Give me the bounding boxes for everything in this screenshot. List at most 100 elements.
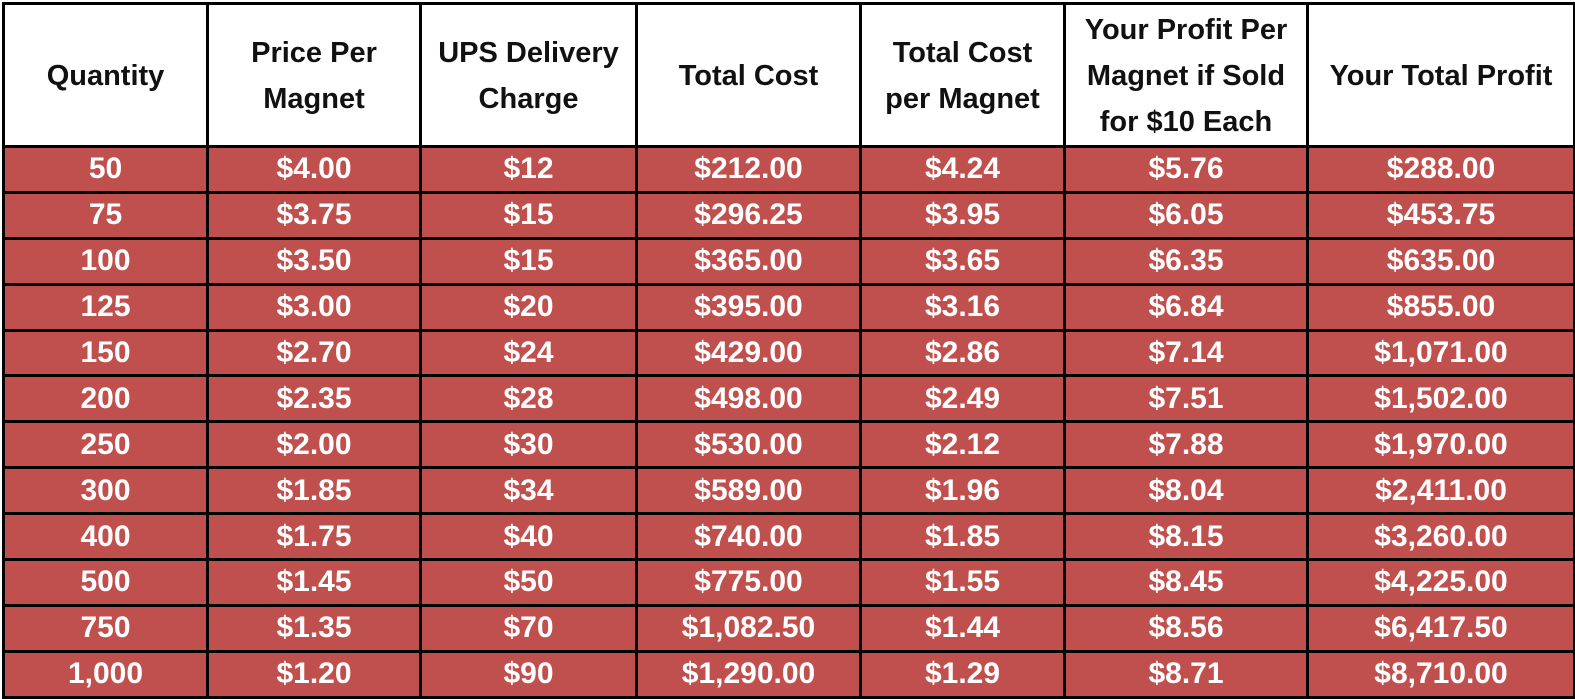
col-header-quantity-label: Quantity bbox=[46, 60, 165, 92]
table-row: 75 $3.75 $15 $296.25 $3.95 $6.05 $453.75 bbox=[2, 190, 1575, 240]
cell-price-per-magnet: $1.20 bbox=[206, 649, 422, 699]
cell-total-cost-per-magnet: $3.65 bbox=[859, 236, 1066, 286]
col-header-total-cost-per-magnet-label: Total Cost per Magnet bbox=[885, 37, 1040, 115]
table-row: 200 $2.35 $28 $498.00 $2.49 $7.51 $1,502.00 bbox=[2, 374, 1575, 424]
col-header-ups-delivery-charge: UPS Delivery Charge bbox=[419, 2, 638, 148]
table-row: 400 $1.75 $40 $740.00 $1.85 $8.15 $3,260.00 bbox=[2, 512, 1575, 562]
table-row: 300 $1.85 $34 $589.00 $1.96 $8.04 $2,411.00 bbox=[2, 466, 1575, 516]
cell-total-profit: $3,260.00 bbox=[1306, 512, 1575, 562]
cell-price-per-magnet: $1.85 bbox=[206, 466, 422, 516]
col-header-price-per-magnet: Price Per Magnet bbox=[206, 2, 422, 148]
header-row: Quantity Price Per Magnet UPS Delivery Cha… bbox=[2, 2, 1575, 148]
cell-total-cost: $429.00 bbox=[635, 328, 862, 378]
cell-price-per-magnet: $3.50 bbox=[206, 236, 422, 286]
cell-total-cost: $498.00 bbox=[635, 374, 862, 424]
cell-quantity: 100 bbox=[2, 236, 209, 286]
cell-price-per-magnet: $2.35 bbox=[206, 374, 422, 424]
cell-profit-per-magnet: $8.15 bbox=[1063, 512, 1309, 562]
cell-ups-delivery-charge: $70 bbox=[419, 603, 638, 653]
cell-quantity: 50 bbox=[2, 145, 209, 194]
cell-total-profit: $453.75 bbox=[1306, 190, 1575, 240]
table-row: 125 $3.00 $20 $395.00 $3.16 $6.84 $855.00 bbox=[2, 282, 1575, 332]
cell-price-per-magnet: $4.00 bbox=[206, 145, 422, 194]
cell-price-per-magnet: $2.70 bbox=[206, 328, 422, 378]
cell-total-profit: $288.00 bbox=[1306, 145, 1575, 194]
cell-profit-per-magnet: $6.35 bbox=[1063, 236, 1309, 286]
col-header-total-cost-label: Total Cost bbox=[678, 60, 819, 92]
cell-profit-per-magnet: $8.04 bbox=[1063, 466, 1309, 516]
cell-total-cost-per-magnet: $1.44 bbox=[859, 603, 1066, 653]
cell-profit-per-magnet: $8.45 bbox=[1063, 558, 1309, 607]
cell-total-cost: $740.00 bbox=[635, 512, 862, 562]
cell-total-profit: $1,071.00 bbox=[1306, 328, 1575, 378]
cell-total-cost: $296.25 bbox=[635, 190, 862, 240]
cell-total-cost-per-magnet: $4.24 bbox=[859, 145, 1066, 194]
cell-total-cost-per-magnet: $2.86 bbox=[859, 328, 1066, 378]
cell-quantity: 500 bbox=[2, 558, 209, 607]
cell-total-cost: $212.00 bbox=[635, 145, 862, 194]
cell-profit-per-magnet: $7.51 bbox=[1063, 374, 1309, 424]
cell-profit-per-magnet: $8.71 bbox=[1063, 649, 1309, 699]
cell-quantity: 1,000 bbox=[2, 649, 209, 699]
cell-profit-per-magnet: $7.88 bbox=[1063, 420, 1309, 470]
cell-ups-delivery-charge: $30 bbox=[419, 420, 638, 470]
cell-quantity: 75 bbox=[2, 190, 209, 240]
cell-total-profit: $1,970.00 bbox=[1306, 420, 1575, 470]
cell-ups-delivery-charge: $40 bbox=[419, 512, 638, 562]
col-header-total-profit-label: Your Total Profit bbox=[1329, 60, 1553, 92]
cell-profit-per-magnet: $6.84 bbox=[1063, 282, 1309, 332]
cell-quantity: 250 bbox=[2, 420, 209, 470]
cell-total-cost-per-magnet: $1.96 bbox=[859, 466, 1066, 516]
cell-ups-delivery-charge: $15 bbox=[419, 190, 638, 240]
cell-total-cost-per-magnet: $1.85 bbox=[859, 512, 1066, 562]
table-row: 500 $1.45 $50 $775.00 $1.55 $8.45 $4,225.00 bbox=[2, 558, 1575, 607]
cell-profit-per-magnet: $6.05 bbox=[1063, 190, 1309, 240]
cell-quantity: 300 bbox=[2, 466, 209, 516]
cell-total-cost: $1,290.00 bbox=[635, 649, 862, 699]
table-header: Quantity Price Per Magnet UPS Delivery Cha… bbox=[2, 2, 1575, 148]
table-body: 50 $4.00 $12 $212.00 $4.24 $5.76 $288.00 75 $3.7… bbox=[2, 145, 1575, 699]
cell-total-profit: $8,710.00 bbox=[1306, 649, 1575, 699]
cell-quantity: 125 bbox=[2, 282, 209, 332]
cell-total-cost: $1,082.50 bbox=[635, 603, 862, 653]
cell-profit-per-magnet: $7.14 bbox=[1063, 328, 1309, 378]
cell-total-cost: $775.00 bbox=[635, 558, 862, 607]
col-header-total-profit: Your Total Profit bbox=[1306, 2, 1575, 148]
cell-price-per-magnet: $3.75 bbox=[206, 190, 422, 240]
cell-total-profit: $4,225.00 bbox=[1306, 558, 1575, 607]
col-header-quantity: Quantity bbox=[2, 2, 209, 148]
cell-ups-delivery-charge: $90 bbox=[419, 649, 638, 699]
cell-ups-delivery-charge: $12 bbox=[419, 145, 638, 194]
cell-total-profit: $2,411.00 bbox=[1306, 466, 1575, 516]
cell-profit-per-magnet: $8.56 bbox=[1063, 603, 1309, 653]
col-header-profit-per-magnet: Your Profit Per Magnet if Sold for $10 E… bbox=[1063, 2, 1309, 148]
col-header-price-per-magnet-label: Price Per Magnet bbox=[251, 37, 377, 115]
cell-price-per-magnet: $1.45 bbox=[206, 558, 422, 607]
cell-ups-delivery-charge: $15 bbox=[419, 236, 638, 286]
cell-quantity: 750 bbox=[2, 603, 209, 653]
cell-total-profit: $6,417.50 bbox=[1306, 603, 1575, 653]
cell-ups-delivery-charge: $50 bbox=[419, 558, 638, 607]
cell-total-cost: $530.00 bbox=[635, 420, 862, 470]
cell-price-per-magnet: $3.00 bbox=[206, 282, 422, 332]
table-row: 750 $1.35 $70 $1,082.50 $1.44 $8.56 $6,417.50 bbox=[2, 603, 1575, 653]
cell-ups-delivery-charge: $20 bbox=[419, 282, 638, 332]
col-header-profit-per-magnet-label: Your Profit Per Magnet if Sold for $10 E… bbox=[1084, 14, 1288, 138]
cell-total-cost-per-magnet: $3.16 bbox=[859, 282, 1066, 332]
cell-total-profit: $855.00 bbox=[1306, 282, 1575, 332]
cell-total-cost-per-magnet: $3.95 bbox=[859, 190, 1066, 240]
table-row: 1,000 $1.20 $90 $1,290.00 $1.29 $8.71 $8,710.0… bbox=[2, 649, 1575, 699]
table-row: 50 $4.00 $12 $212.00 $4.24 $5.76 $288.00 bbox=[2, 145, 1575, 194]
cell-ups-delivery-charge: $34 bbox=[419, 466, 638, 516]
cell-ups-delivery-charge: $28 bbox=[419, 374, 638, 424]
cell-total-cost: $589.00 bbox=[635, 466, 862, 516]
col-header-total-cost-per-magnet: Total Cost per Magnet bbox=[859, 2, 1066, 148]
cell-total-cost: $395.00 bbox=[635, 282, 862, 332]
col-header-ups-delivery-charge-label: UPS Delivery Charge bbox=[438, 37, 619, 115]
cell-quantity: 150 bbox=[2, 328, 209, 378]
cell-total-cost: $365.00 bbox=[635, 236, 862, 286]
table-row: 100 $3.50 $15 $365.00 $3.65 $6.35 $635.00 bbox=[2, 236, 1575, 286]
cell-price-per-magnet: $2.00 bbox=[206, 420, 422, 470]
cell-total-cost-per-magnet: $1.29 bbox=[859, 649, 1066, 699]
